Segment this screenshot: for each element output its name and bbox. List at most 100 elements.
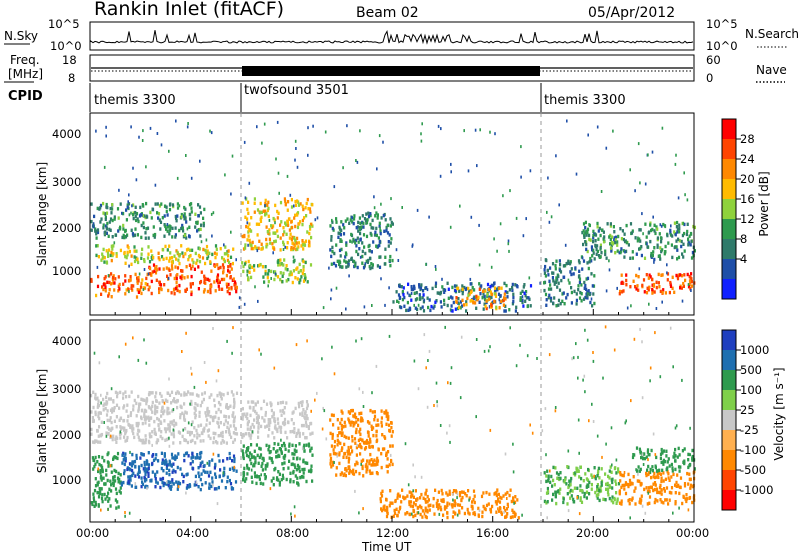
power-cell	[592, 248, 595, 252]
power-cell	[276, 234, 279, 239]
velocity-cell	[504, 492, 507, 496]
velocity-cell	[295, 468, 298, 472]
velocity-sparse-cell	[672, 365, 674, 369]
power-cell	[347, 259, 351, 263]
velocity-cell	[167, 463, 170, 467]
velocity-cell	[632, 475, 635, 479]
power-cell	[690, 239, 693, 244]
velocity-cell	[137, 470, 140, 475]
velocity-cell	[554, 466, 557, 470]
velocity-cell	[151, 404, 154, 408]
power-cell	[619, 289, 622, 294]
velocity-cell	[437, 503, 440, 507]
power-cell	[376, 213, 379, 217]
power-cell	[335, 220, 338, 224]
velocity-cell	[226, 391, 229, 396]
velocity-cell	[276, 417, 279, 421]
velocity-cell	[355, 420, 358, 424]
power-cell	[199, 234, 202, 238]
velocity-sparse-cell	[168, 436, 170, 440]
power-cell	[265, 212, 268, 216]
velocity-cell	[130, 462, 133, 466]
power-region-8	[455, 286, 507, 311]
velocity-cell	[164, 429, 167, 434]
velocity-cell	[246, 416, 249, 421]
power-sparse-cell	[687, 283, 690, 287]
velocity-cell	[297, 430, 300, 435]
velocity-cell	[482, 504, 485, 509]
velocity-cell	[350, 445, 353, 449]
velocity-cell	[400, 500, 403, 504]
power-cell	[290, 220, 293, 224]
velocity-cell	[274, 424, 277, 428]
power-cell	[112, 281, 115, 285]
velocity-cell	[303, 449, 306, 453]
velocity-cell	[90, 393, 93, 398]
velocity-cell	[245, 450, 248, 454]
power-cell	[260, 242, 263, 246]
velocity-cell	[225, 441, 228, 445]
velocity-cell	[131, 429, 134, 433]
velocity-cell	[348, 411, 352, 415]
velocity-cell	[137, 465, 141, 469]
power-cell	[279, 262, 282, 266]
power-cell	[553, 282, 556, 286]
velocity-cell	[153, 419, 156, 424]
power-cell	[331, 226, 334, 231]
velocity-cell	[606, 490, 610, 494]
velocity-cell	[587, 467, 590, 472]
power-cell	[474, 301, 477, 305]
velocity-cell	[108, 418, 111, 423]
velocity-cell	[341, 431, 344, 435]
velocity-cell	[155, 399, 158, 403]
velocity-cell	[307, 426, 310, 431]
velocity-sparse-cell	[576, 495, 578, 499]
velocity-sparse-cell	[641, 396, 644, 400]
power-cell	[213, 251, 217, 255]
velocity-cell	[510, 499, 513, 504]
velocity-cell	[289, 480, 292, 484]
power-cell	[585, 242, 588, 247]
velocity-cell	[151, 410, 154, 414]
velocity-cell	[148, 391, 151, 395]
velocity-cell	[91, 416, 94, 420]
velocity-cell	[222, 459, 225, 463]
power-cell	[511, 285, 514, 290]
power-cell	[234, 286, 237, 290]
power-cell	[145, 276, 148, 281]
power-cell	[283, 258, 286, 262]
velocity-cell	[183, 418, 186, 422]
power-cell	[655, 280, 658, 284]
power-sparse-cell	[458, 302, 460, 306]
power-cell	[687, 237, 690, 241]
velocity-sparse-cell	[107, 507, 109, 511]
power-cell	[276, 229, 279, 233]
velocity-cell	[141, 398, 144, 402]
velocity-cell	[191, 420, 194, 424]
velocity-cell	[546, 500, 549, 504]
power-cell	[273, 239, 276, 244]
velocity-cell	[369, 440, 372, 444]
velocity-cell	[508, 493, 511, 498]
velocity-cell	[219, 410, 222, 414]
power-cell	[676, 227, 679, 232]
velocity-cell	[419, 512, 422, 517]
power-cell	[588, 292, 591, 297]
velocity-cell	[152, 453, 155, 457]
velocity-cell	[547, 479, 550, 483]
power-cell	[226, 285, 229, 289]
power-cell	[235, 289, 238, 294]
velocity-cell	[155, 453, 158, 457]
velocity-cell	[547, 476, 550, 480]
power-cell	[280, 262, 283, 266]
power-cell	[308, 224, 312, 229]
power-sparse-cell	[474, 128, 477, 132]
velocity-cell	[96, 429, 99, 433]
velocity-cell	[494, 491, 497, 496]
power-cell	[630, 231, 634, 235]
velocity-cell	[566, 492, 569, 496]
velocity-cell	[597, 492, 600, 497]
velocity-cell	[194, 415, 197, 420]
velocity-cell	[414, 489, 417, 493]
power-sparse-cell	[274, 221, 276, 225]
